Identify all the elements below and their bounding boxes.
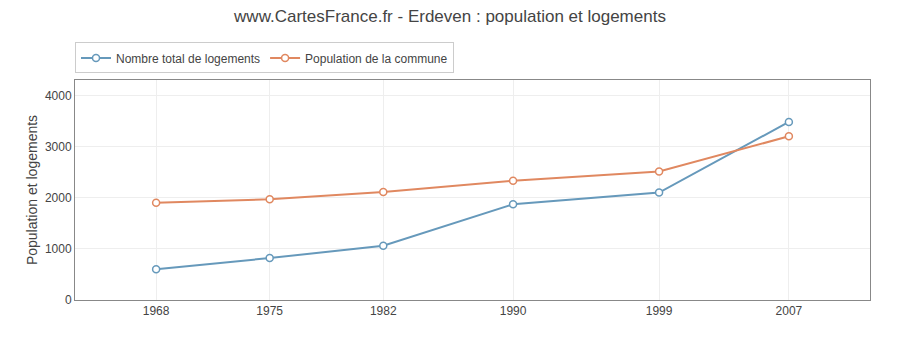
svg-text:1990: 1990 bbox=[500, 304, 527, 318]
svg-text:1982: 1982 bbox=[370, 304, 397, 318]
svg-text:1975: 1975 bbox=[256, 304, 283, 318]
svg-text:4000: 4000 bbox=[45, 89, 72, 103]
svg-text:Population et logements: Population et logements bbox=[24, 115, 40, 265]
svg-text:1000: 1000 bbox=[45, 242, 72, 256]
svg-text:2007: 2007 bbox=[776, 304, 803, 318]
svg-text:www.CartesFrance.fr - Erdeven: www.CartesFrance.fr - Erdeven : populati… bbox=[233, 7, 666, 26]
svg-text:1968: 1968 bbox=[143, 304, 170, 318]
svg-text:Nombre total de logements: Nombre total de logements bbox=[116, 52, 260, 66]
svg-text:0: 0 bbox=[65, 293, 72, 307]
svg-text:2000: 2000 bbox=[45, 191, 72, 205]
svg-text:3000: 3000 bbox=[45, 140, 72, 154]
svg-text:Population de la commune: Population de la commune bbox=[305, 52, 447, 66]
svg-text:1999: 1999 bbox=[646, 304, 673, 318]
